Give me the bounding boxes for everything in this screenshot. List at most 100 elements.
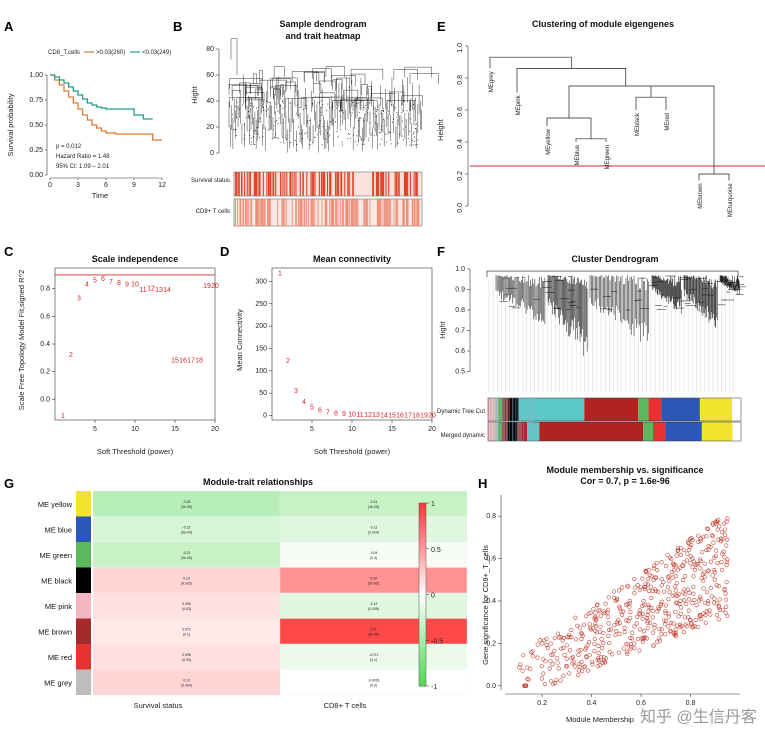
dynamic-tree-cut-bar-segment: [699, 398, 733, 421]
scatter-point: [698, 596, 704, 602]
colorbar-tick-label: 0.5: [431, 547, 441, 554]
chart-title-line2: and trait heatmap: [285, 31, 361, 41]
scatter-point: [654, 560, 659, 565]
x-tick-label: 15: [171, 426, 179, 433]
leaf-label: MEblack: [635, 112, 641, 136]
scatter-point: [704, 547, 709, 553]
scatter-point: [712, 570, 718, 575]
colorbar-segment: [419, 542, 426, 547]
cell-pvalue: (0.008): [368, 607, 379, 611]
x-tick-label: 15: [388, 426, 396, 433]
y-tick-label: 80: [206, 46, 214, 53]
y-axis-label: Scale Free Topology Model Fit,signed R^2: [17, 270, 26, 411]
cell-pvalue: (0.9): [370, 683, 377, 687]
scatter-point: [604, 656, 609, 661]
scatter-point: [659, 631, 664, 636]
heatmap-cell: [279, 567, 468, 594]
scatter-point: [625, 642, 630, 647]
scatter-point: [560, 638, 565, 643]
scatter-point: [602, 611, 607, 616]
scatter-point: [542, 682, 548, 687]
panel-label-e: E: [437, 19, 446, 34]
scatter-point: [566, 632, 572, 637]
scatter-point: [722, 521, 727, 526]
scatter-point: [613, 633, 618, 638]
scatter-point: [626, 584, 631, 589]
row-label: ME yellow: [38, 500, 73, 509]
scatter-point: [721, 607, 726, 612]
x-tick-label: 0.4: [587, 700, 597, 707]
scatter-point: [675, 546, 681, 551]
point-label: 10: [131, 282, 139, 289]
scatter-point: [590, 659, 595, 665]
row-label-cd8: CD8+ T cells: [196, 209, 230, 215]
y-tick-label: 0.50: [29, 122, 43, 129]
scatter-point: [617, 631, 622, 636]
colorbar-segment: [419, 518, 426, 522]
scatter-point: [666, 597, 671, 602]
scatter-point: [611, 589, 617, 594]
scatter-point: [667, 555, 673, 560]
scatter-point: [697, 557, 703, 562]
scatter-point: [721, 549, 726, 554]
scatter-point: [622, 625, 627, 631]
scatter-point: [663, 632, 668, 637]
scatter-point: [621, 609, 626, 614]
point-label: 4: [85, 282, 89, 289]
scatter-point: [670, 570, 675, 575]
scatter-point: [663, 603, 669, 608]
colorbar-segment: [419, 594, 426, 599]
cell-correlation: 0.13: [183, 576, 190, 580]
scatter-point: [643, 581, 648, 586]
cell-pvalue: (5e-05): [368, 581, 379, 585]
scatter-point: [649, 595, 654, 600]
scatter-point: [697, 594, 703, 599]
scatter-point: [540, 641, 545, 646]
cell-correlation: -0.0035: [368, 678, 380, 682]
scatter-point: [659, 560, 664, 565]
scatter-point: [619, 613, 625, 618]
heatmap-cell: [92, 567, 281, 594]
colorbar-segment: [419, 536, 426, 541]
scatter-point: [591, 606, 596, 612]
colorbar-segment: [419, 533, 426, 538]
dynamic-tree-cut-bar-segment: [498, 398, 503, 421]
colorbar-segment: [419, 573, 426, 577]
scatter-point: [656, 636, 662, 641]
scatter-point: [553, 680, 558, 686]
scatter-point: [714, 582, 719, 588]
merged-dynamic-bar-segment: [701, 422, 733, 441]
scatter-point: [694, 562, 699, 567]
scatter-point: [543, 659, 548, 664]
cell-correlation: 0.071: [182, 627, 191, 631]
scatter-point: [673, 609, 678, 614]
row-label-dynamic: Dynamic Tree Cut: [437, 409, 485, 415]
scatter-point: [690, 625, 695, 630]
scatter-point: [615, 620, 620, 625]
scatter-point: [704, 609, 709, 614]
scatter-point: [545, 645, 550, 650]
colorbar-tick-label: -0.5: [431, 638, 443, 645]
colorbar-segment: [419, 564, 426, 568]
scatter-point: [646, 602, 651, 607]
scatter-point: [637, 612, 643, 617]
cell-correlation: -0.04: [370, 551, 378, 555]
scatter-point: [561, 636, 566, 641]
scatter-point: [682, 598, 687, 603]
colorbar-segment: [419, 628, 426, 632]
scatter-point: [607, 649, 612, 654]
colorbar-segment: [419, 609, 426, 614]
merged-dynamic-bar-segment: [732, 422, 741, 441]
y-tick-label: 0.8: [457, 75, 464, 85]
x-tick-label: 20: [211, 426, 219, 433]
colorbar-segment: [419, 652, 426, 656]
colorbar-segment: [419, 557, 426, 562]
colorbar-tick-label: 1: [431, 501, 435, 508]
colorbar-segment: [419, 554, 426, 559]
scatter-point: [618, 609, 623, 614]
scatter-point: [676, 548, 681, 553]
scatter-point: [673, 588, 678, 593]
point-label: 2: [69, 352, 73, 359]
dynamic-tree-cut-bar-segment: [488, 398, 494, 421]
